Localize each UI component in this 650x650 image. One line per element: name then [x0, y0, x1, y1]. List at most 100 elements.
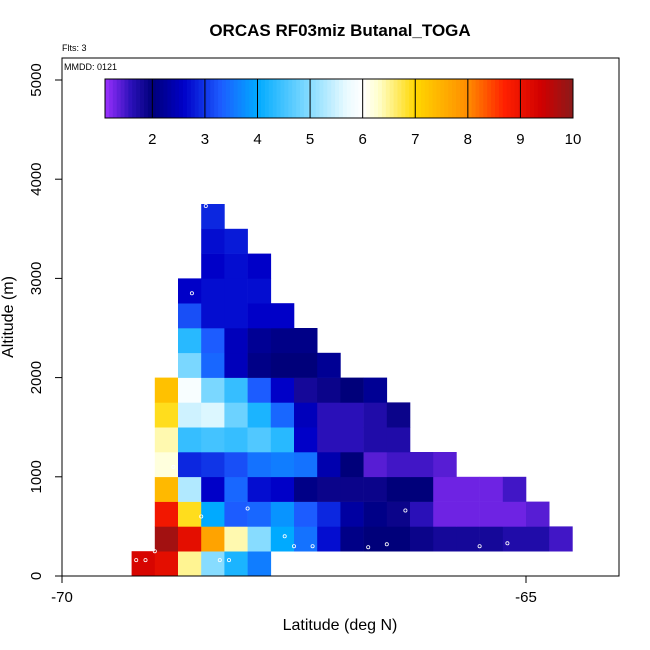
sample-point	[291, 544, 296, 549]
heatmap-cell	[294, 328, 318, 354]
heatmap-cell	[224, 278, 248, 304]
colorbar-tick-label: 4	[253, 131, 261, 148]
heatmap-cell	[270, 328, 295, 354]
heatmap-cell	[154, 402, 179, 428]
heatmap-cell	[224, 526, 248, 552]
colorbar-segment	[569, 79, 574, 118]
colorbar-segment	[268, 79, 274, 118]
heatmap-cell	[270, 352, 295, 378]
heatmap-cell	[247, 526, 272, 552]
colorbar-segment	[183, 79, 188, 118]
heatmap-cell	[178, 427, 202, 453]
colorbar-segment	[362, 79, 367, 118]
colorbar-segment	[350, 79, 355, 118]
colorbar-segment	[534, 79, 539, 118]
heatmap-cell	[247, 501, 272, 527]
heatmap-cell	[201, 278, 225, 304]
heatmap-cell	[178, 328, 202, 354]
heatmap-cell	[386, 476, 411, 502]
x-axis-label: Latitude (deg N)	[283, 617, 398, 634]
sample-point	[310, 544, 315, 549]
heatmap-cell	[247, 303, 272, 329]
sample-point	[189, 291, 194, 296]
colorbar-segment	[378, 79, 383, 118]
heatmap-cell	[502, 526, 527, 552]
heatmap-cell	[178, 452, 202, 478]
heatmap-cell	[201, 526, 225, 552]
heatmap-cell	[410, 526, 434, 552]
heatmap-cell	[386, 452, 411, 478]
heatmap-cell	[294, 377, 318, 403]
heatmap-cell	[433, 452, 457, 478]
heatmap-cell	[178, 352, 202, 378]
heatmap-cell	[247, 278, 272, 304]
heatmap-cell	[294, 452, 318, 478]
heatmap-cell	[154, 452, 179, 478]
colorbar-segment	[144, 79, 149, 118]
heatmap-cell	[224, 253, 248, 279]
colorbar-segment	[319, 79, 324, 118]
colorbar-segment	[167, 79, 172, 118]
colorbar-segment	[432, 79, 437, 118]
colorbar-segment	[288, 79, 293, 118]
heatmap-cell	[479, 476, 504, 502]
colorbar-segment	[237, 79, 242, 118]
sample-point	[143, 558, 148, 563]
colorbar-segment	[467, 79, 472, 118]
colorbar-segment	[409, 79, 414, 118]
heatmap-cell	[201, 204, 225, 230]
heatmap-cell	[549, 526, 573, 552]
colorbar-tick-label: 3	[201, 131, 209, 148]
sample-point	[384, 542, 389, 547]
colorbar-segment	[284, 79, 289, 118]
colorbar-segment	[315, 79, 320, 118]
y-tick-label: 5000	[28, 63, 45, 96]
heatmap-cell	[201, 427, 225, 453]
colorbar-segment	[393, 79, 398, 118]
colorbar-segment	[397, 79, 402, 118]
heatmap-cell	[317, 501, 341, 527]
heatmap-cell	[363, 501, 388, 527]
heatmap-cell	[526, 501, 550, 527]
colorbar-tick-label: 9	[516, 131, 524, 148]
colorbar-segment	[354, 79, 359, 118]
y-tick-label: 3000	[28, 262, 45, 295]
colorbar-segment	[175, 79, 180, 118]
sample-point	[403, 508, 408, 513]
colorbar-segment	[163, 79, 168, 118]
colorbar-segment	[249, 79, 254, 118]
heatmap-cell	[340, 526, 364, 552]
heatmap-cell	[386, 526, 411, 552]
colorbar-tick-label: 8	[464, 131, 472, 148]
colorbar-segment	[229, 79, 235, 118]
heatmap-cell	[294, 476, 318, 502]
colorbar-segment	[561, 79, 566, 118]
heatmap-cell	[201, 377, 225, 403]
heatmap-cell	[201, 228, 225, 254]
heatmap-cell	[201, 476, 225, 502]
heatmap-cell	[363, 452, 388, 478]
colorbar-segment	[452, 79, 457, 118]
colorbar-tick-label: 10	[565, 131, 582, 148]
y-tick-label: 1000	[28, 460, 45, 493]
colorbar-segment	[311, 79, 316, 118]
heatmap-cell	[224, 551, 248, 577]
colorbar-tick-label: 5	[306, 131, 314, 148]
colorbar-segment	[405, 79, 410, 118]
heatmap-cell	[178, 526, 202, 552]
colorbar-segment	[140, 79, 145, 118]
heatmap-cell	[247, 352, 272, 378]
heatmap-cell	[479, 526, 504, 552]
heatmap-cell	[201, 328, 225, 354]
colorbar-segment	[331, 79, 336, 118]
colorbar-segment	[280, 79, 285, 118]
heatmap-cell	[201, 551, 225, 577]
colorbar-segment	[370, 79, 375, 118]
heatmap-cell	[247, 253, 272, 279]
colorbar-segment	[498, 79, 504, 118]
colorbar-segment	[381, 79, 387, 118]
heatmap-cell	[456, 476, 480, 502]
colorbar-segment	[151, 79, 157, 118]
heatmap-cell	[386, 402, 411, 428]
colorbar-segment	[245, 79, 250, 118]
